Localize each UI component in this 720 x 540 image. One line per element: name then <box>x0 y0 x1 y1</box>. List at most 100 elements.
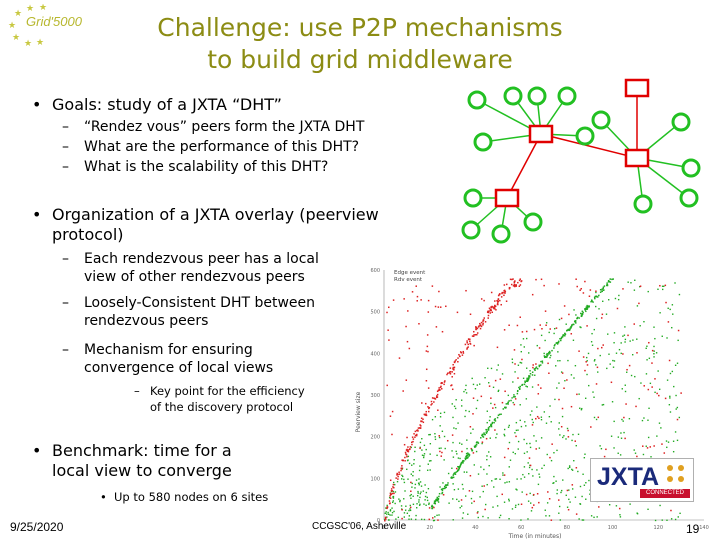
rdv-event-point <box>622 353 624 355</box>
edge-event-point <box>460 505 463 507</box>
rdv-event-point <box>391 410 394 413</box>
rdv-event-point <box>595 383 598 385</box>
edge-event-point <box>415 518 417 521</box>
rdv-event-point <box>493 403 496 406</box>
edge-event-point <box>464 457 467 460</box>
rdv-event-point <box>449 373 452 375</box>
rdv-event-point <box>403 443 406 446</box>
rdv-event-point <box>472 452 475 454</box>
edge-event-point <box>429 453 431 455</box>
edge-event-point <box>517 429 519 431</box>
rdv-event-point <box>484 508 486 511</box>
rdv-event-point <box>392 483 395 486</box>
edge-event-point <box>554 343 556 346</box>
edge-event-point <box>461 405 463 407</box>
edge-event-point <box>669 372 672 375</box>
rdv-event-point <box>397 478 399 480</box>
edge-event-point <box>629 503 631 505</box>
y-tick-label: 600 <box>370 268 380 274</box>
rdv-event-point <box>451 371 453 373</box>
edge-event-point <box>528 376 531 378</box>
edge-event-point <box>529 492 531 495</box>
rdv-event-point <box>427 387 430 389</box>
edge-event-point <box>543 411 546 413</box>
edge-event-point <box>510 399 512 402</box>
rdv-event-point <box>473 344 475 347</box>
edge-event-point <box>391 507 393 509</box>
edge-event-point <box>466 457 469 459</box>
rdv-event-point <box>555 327 558 329</box>
rdv-event-point <box>570 333 573 335</box>
rendezvous-peer <box>528 124 554 144</box>
edge-event-point <box>493 486 495 488</box>
bullet-dot-icon: • <box>32 205 42 224</box>
rdv-event-point <box>396 474 398 476</box>
edge-event-point <box>603 289 605 291</box>
bullet-dot-icon: • <box>32 441 42 460</box>
edge-event-point <box>392 496 394 498</box>
rdv-event-point <box>480 325 483 328</box>
edge-event-point <box>443 485 446 488</box>
rendezvous-peer <box>624 78 650 98</box>
edge-event-point <box>613 420 615 423</box>
edge-event-point <box>429 469 431 471</box>
rdv-event-point <box>584 369 586 372</box>
rdv-event-point <box>386 507 388 510</box>
edge-event-point <box>646 345 648 347</box>
edge-event-point <box>626 371 628 373</box>
edge-event-point <box>504 407 507 409</box>
edge-event-point <box>425 504 427 506</box>
edge-event-point <box>492 386 495 389</box>
rdv-event-point <box>585 361 587 363</box>
rdv-event-point <box>540 387 542 389</box>
edge-event-point <box>489 416 491 418</box>
rdv-event-point <box>466 348 468 350</box>
edge-event-point <box>463 460 465 462</box>
edge-event-point <box>568 498 570 501</box>
edge-event-point <box>410 493 412 496</box>
edge-event-point <box>538 365 541 368</box>
edge-event-point <box>454 471 456 474</box>
rdv-event-point <box>535 363 537 365</box>
edge-event-point <box>457 488 460 490</box>
edge-event-point <box>584 397 587 399</box>
rdv-event-point <box>576 393 578 396</box>
rdv-event-point <box>545 324 547 326</box>
edge-event-point <box>522 473 524 476</box>
edge-event-point <box>549 356 551 359</box>
edge-event-point <box>588 384 590 387</box>
rdv-link <box>540 133 638 159</box>
edge-event-point <box>408 509 410 512</box>
rdv-event-point <box>499 378 502 380</box>
rdv-event-point <box>476 327 479 330</box>
edge-event-point <box>663 285 665 288</box>
edge-event-point <box>497 414 500 417</box>
edge-event-point <box>427 487 430 490</box>
edge-event-point <box>399 499 401 502</box>
edge-event-point <box>387 511 389 514</box>
edge-event-point <box>505 403 508 405</box>
edge-event-point <box>445 486 447 489</box>
edge-event-point <box>475 407 478 410</box>
edge-event-point <box>585 482 587 484</box>
edge-event-point <box>403 481 406 484</box>
edge-event-point <box>472 428 474 430</box>
edge-event-point <box>661 519 663 521</box>
edge-event-point <box>531 468 533 471</box>
edge-event-point <box>619 516 622 518</box>
rdv-event-point <box>561 372 564 374</box>
edge-event-point <box>459 466 461 468</box>
rdv-event-point <box>480 395 483 398</box>
rdv-event-point <box>437 306 440 308</box>
x-tick-label: 40 <box>472 525 478 531</box>
rdv-event-point <box>428 507 431 509</box>
edge-event-point <box>533 435 535 437</box>
edge-event-point <box>544 355 546 358</box>
rdv-event-point <box>575 467 578 469</box>
edge-event-point <box>460 461 463 464</box>
rdv-event-point <box>427 299 430 302</box>
rdv-event-point <box>388 500 391 502</box>
rdv-event-point <box>453 366 455 369</box>
edge-event-point <box>395 518 397 520</box>
edge-event-point <box>559 434 561 436</box>
